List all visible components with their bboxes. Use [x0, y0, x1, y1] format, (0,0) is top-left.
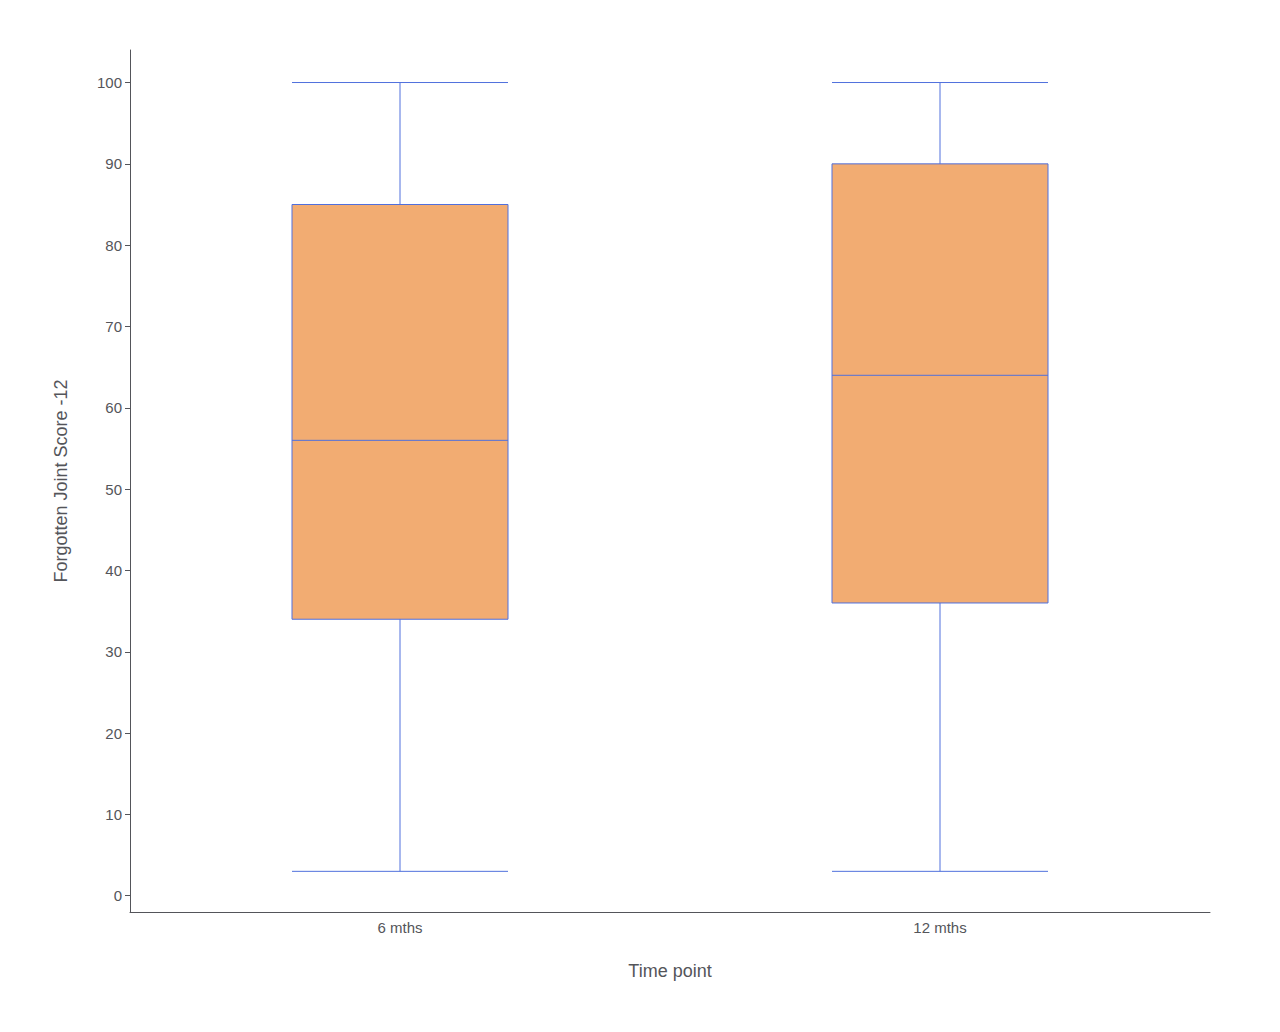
svg-text:0: 0: [114, 887, 122, 904]
svg-text:70: 70: [105, 318, 122, 335]
svg-text:40: 40: [105, 562, 122, 579]
svg-text:30: 30: [105, 643, 122, 660]
svg-text:20: 20: [105, 725, 122, 742]
svg-text:80: 80: [105, 237, 122, 254]
svg-text:12 mths: 12 mths: [913, 919, 966, 936]
svg-text:50: 50: [105, 481, 122, 498]
svg-text:Forgotten Joint Score -12: Forgotten Joint Score -12: [51, 379, 71, 582]
svg-text:60: 60: [105, 399, 122, 416]
svg-text:100: 100: [97, 74, 122, 91]
svg-text:Time point: Time point: [628, 961, 711, 981]
svg-text:10: 10: [105, 806, 122, 823]
svg-text:6 mths: 6 mths: [377, 919, 422, 936]
svg-text:90: 90: [105, 155, 122, 172]
